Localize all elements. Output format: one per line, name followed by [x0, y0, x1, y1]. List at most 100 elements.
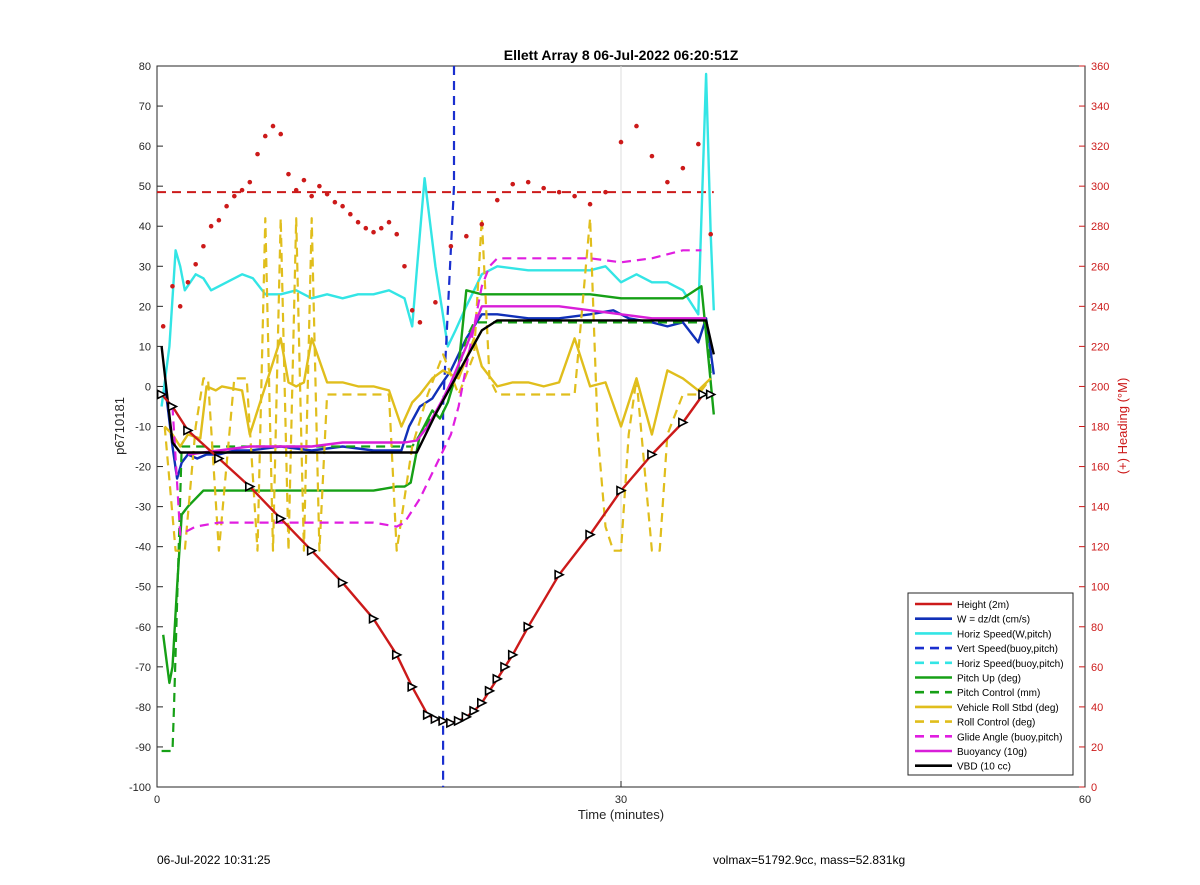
height-marker [698, 389, 709, 400]
y-tick-label: 40 [139, 221, 151, 233]
x-axis-ticks: 0 30 60 [154, 781, 1091, 806]
height-marker [500, 661, 511, 673]
heading-dot [193, 261, 198, 267]
height-marker [368, 613, 380, 625]
series-line [163, 337, 712, 448]
heading-dot [208, 223, 214, 229]
heading-dot [634, 123, 639, 129]
heading-dot [378, 225, 384, 231]
heading-dot [324, 191, 330, 197]
heading-dot [317, 183, 322, 189]
series-line [171, 249, 702, 536]
heading-dot [433, 300, 438, 305]
y2-tick-label: 340 [1091, 101, 1109, 113]
heading-dot [464, 233, 469, 239]
y2-tick-label: 240 [1091, 301, 1109, 313]
legend: Height (2m) W = dz/dt (cm/s) Horiz Speed(W… [907, 592, 1074, 776]
footer-timestamp: 06-Jul-2022 10:31:25 [157, 853, 271, 867]
height-marker [453, 715, 465, 727]
series-layer [157, 66, 715, 787]
heading-dot [247, 179, 253, 185]
footer-params: volmax=51792.9cc, mass=52.831kg [713, 853, 906, 867]
height-marker [476, 697, 488, 709]
y-tick-label: 50 [139, 181, 151, 193]
heading-dot [340, 203, 345, 209]
y2-tick-label: 200 [1091, 381, 1109, 393]
x-tick-label: 60 [1079, 794, 1091, 806]
height-marker [167, 401, 179, 412]
series-line [160, 72, 715, 407]
heading-dot [525, 179, 531, 185]
y2-tick-label: 280 [1091, 221, 1109, 233]
y-tick-label: -50 [135, 582, 151, 594]
heading-dot [448, 243, 454, 249]
heading-dot [402, 263, 407, 269]
legend-label: W = dz/dt (cm/s) [957, 615, 1030, 626]
height-marker [438, 715, 449, 727]
height-marker [183, 425, 194, 436]
y2-tick-label: 120 [1091, 542, 1109, 554]
heading-dot [177, 304, 183, 309]
heading-dot [417, 320, 423, 325]
y-tick-label: -60 [135, 622, 151, 634]
y-tick-label: -40 [135, 542, 151, 554]
heading-dot [216, 217, 222, 223]
heading-dot [572, 193, 577, 199]
legend-label: VBD (10 cc) [957, 762, 1011, 773]
height-marker [616, 485, 627, 496]
y2-tick-label: 100 [1091, 582, 1109, 594]
y-tick-label: -30 [135, 502, 151, 514]
height-marker [585, 529, 596, 540]
heading-dot [587, 201, 593, 207]
heading-dot [224, 203, 229, 209]
legend-label: Buoyancy (10g) [957, 747, 1027, 758]
heading-dot [239, 187, 245, 193]
heading-dot [409, 308, 415, 313]
series-line [161, 321, 712, 753]
height-marker [461, 711, 473, 723]
y-axis-right-ticks: 3603403203002802602402202001801601401201… [1079, 61, 1109, 794]
legend-label: Glide Angle (buoy,pitch) [957, 732, 1062, 743]
heading-dot [386, 219, 392, 225]
chart-title: Ellett Array 8 06-Jul-2022 06:20:51Z [504, 47, 739, 63]
heading-dot [270, 123, 276, 129]
height-marker [156, 389, 168, 400]
heading-dot [160, 324, 166, 329]
height-marker [407, 681, 418, 693]
heading-dot [363, 225, 369, 231]
heading-dot [479, 221, 485, 227]
height-marker [214, 453, 225, 464]
y2-tick-label: 20 [1091, 742, 1103, 754]
height-marker [484, 685, 496, 697]
height-marker [391, 649, 403, 661]
y-tick-label: -10 [135, 422, 151, 434]
y2-tick-label: 140 [1091, 502, 1109, 514]
y2-tick-label: 320 [1091, 141, 1109, 153]
legend-label: Height (2m) [957, 600, 1009, 611]
legend-label: Pitch Up (deg) [957, 674, 1021, 685]
y-tick-label: 60 [139, 141, 151, 153]
y2-tick-label: 360 [1091, 61, 1109, 73]
y2-tick-label: 180 [1091, 422, 1109, 434]
y2-tick-label: 60 [1091, 662, 1103, 674]
heading-dots-layer [160, 123, 714, 329]
series-line [187, 305, 707, 456]
heading-dot [649, 153, 655, 159]
height-marker [446, 717, 457, 729]
height-marker [507, 649, 519, 661]
legend-label: Roll Control (deg) [957, 718, 1035, 729]
height-marker [523, 621, 534, 633]
height-marker [337, 577, 349, 589]
y-tick-label: 10 [139, 341, 151, 353]
height-marker [678, 417, 689, 428]
heading-dot [332, 199, 338, 205]
y2-tick-label: 40 [1091, 702, 1103, 714]
heading-dot [696, 141, 701, 147]
y-tick-label: -70 [135, 662, 151, 674]
y2-tick-label: 220 [1091, 341, 1109, 353]
heading-dot [348, 211, 353, 217]
y2-axis-label: (+) Heading (°M) [1115, 378, 1130, 475]
heading-dot [201, 243, 206, 249]
legend-label: Vehicle Roll Stbd (deg) [957, 703, 1059, 714]
